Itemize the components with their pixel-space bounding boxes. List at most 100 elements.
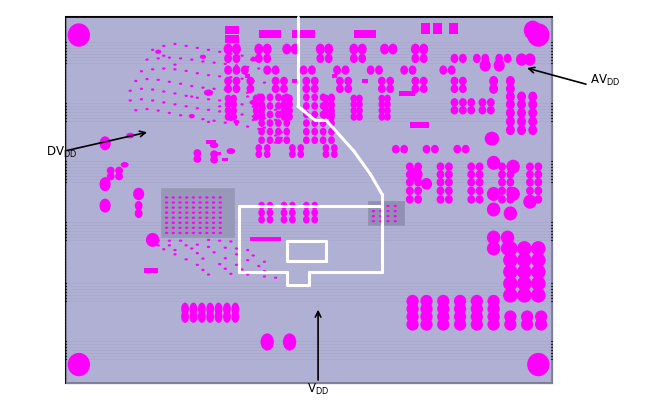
Ellipse shape [406, 196, 413, 204]
Circle shape [168, 57, 171, 60]
Circle shape [185, 212, 188, 214]
Ellipse shape [517, 126, 526, 136]
Ellipse shape [286, 108, 293, 115]
Circle shape [168, 112, 171, 115]
Circle shape [192, 197, 195, 199]
Ellipse shape [488, 319, 500, 331]
Circle shape [196, 264, 199, 266]
Ellipse shape [258, 209, 265, 217]
Ellipse shape [367, 66, 374, 76]
Circle shape [174, 64, 177, 67]
Ellipse shape [266, 202, 274, 210]
Bar [226, 36, 239, 44]
Ellipse shape [206, 311, 214, 323]
Ellipse shape [133, 188, 144, 201]
Ellipse shape [258, 128, 265, 136]
Ellipse shape [488, 295, 500, 308]
Circle shape [257, 94, 261, 97]
Ellipse shape [420, 78, 428, 86]
Ellipse shape [275, 128, 281, 136]
Circle shape [185, 258, 188, 261]
Circle shape [218, 222, 222, 225]
Ellipse shape [286, 95, 293, 103]
Ellipse shape [488, 303, 500, 315]
Ellipse shape [504, 55, 512, 64]
Ellipse shape [431, 146, 439, 154]
Ellipse shape [322, 151, 330, 159]
Ellipse shape [414, 187, 422, 196]
Ellipse shape [258, 108, 265, 115]
Circle shape [372, 210, 375, 213]
Ellipse shape [258, 94, 265, 102]
Ellipse shape [485, 133, 499, 146]
Ellipse shape [453, 146, 461, 154]
Ellipse shape [476, 163, 484, 171]
Ellipse shape [476, 171, 484, 179]
Ellipse shape [283, 120, 290, 128]
Ellipse shape [328, 101, 335, 109]
Ellipse shape [459, 55, 467, 64]
Circle shape [157, 58, 160, 61]
Ellipse shape [350, 95, 358, 103]
Circle shape [185, 197, 188, 199]
Ellipse shape [258, 114, 265, 121]
Circle shape [140, 99, 143, 101]
Ellipse shape [356, 95, 363, 103]
Ellipse shape [320, 128, 326, 136]
Bar [214, 153, 221, 156]
Circle shape [207, 49, 210, 52]
Circle shape [218, 212, 222, 214]
Circle shape [246, 274, 250, 276]
Ellipse shape [534, 171, 542, 179]
Ellipse shape [406, 295, 419, 308]
Circle shape [200, 56, 206, 60]
Ellipse shape [68, 24, 90, 47]
Ellipse shape [231, 303, 239, 315]
Ellipse shape [303, 94, 309, 102]
Ellipse shape [255, 55, 263, 64]
Circle shape [393, 205, 397, 208]
Ellipse shape [283, 137, 290, 145]
Circle shape [121, 162, 129, 168]
Circle shape [146, 59, 149, 62]
Circle shape [168, 81, 171, 84]
Ellipse shape [462, 146, 469, 154]
Ellipse shape [275, 137, 281, 145]
Circle shape [165, 217, 168, 219]
Ellipse shape [224, 78, 232, 86]
Circle shape [146, 79, 149, 81]
Circle shape [212, 197, 215, 199]
Ellipse shape [498, 187, 506, 196]
Circle shape [274, 86, 278, 89]
Ellipse shape [350, 114, 358, 121]
Ellipse shape [320, 137, 326, 145]
Ellipse shape [526, 171, 534, 179]
Ellipse shape [289, 145, 296, 153]
Ellipse shape [311, 103, 318, 110]
Ellipse shape [480, 60, 491, 72]
Ellipse shape [411, 55, 419, 64]
Ellipse shape [467, 99, 475, 108]
Ellipse shape [311, 216, 318, 224]
Circle shape [188, 115, 195, 119]
Ellipse shape [241, 66, 249, 76]
Ellipse shape [450, 99, 458, 108]
Ellipse shape [406, 187, 413, 196]
Ellipse shape [531, 253, 545, 268]
Circle shape [178, 227, 182, 229]
Bar [421, 23, 430, 35]
Bar [292, 80, 298, 84]
Ellipse shape [230, 101, 237, 109]
Circle shape [185, 106, 188, 108]
Ellipse shape [392, 146, 400, 154]
Ellipse shape [115, 173, 123, 181]
Ellipse shape [246, 85, 254, 94]
Ellipse shape [445, 171, 453, 179]
Ellipse shape [224, 55, 232, 64]
Ellipse shape [473, 55, 481, 64]
Ellipse shape [411, 85, 419, 94]
Circle shape [178, 212, 182, 214]
Ellipse shape [308, 66, 316, 76]
Circle shape [205, 207, 209, 209]
Circle shape [263, 127, 266, 130]
